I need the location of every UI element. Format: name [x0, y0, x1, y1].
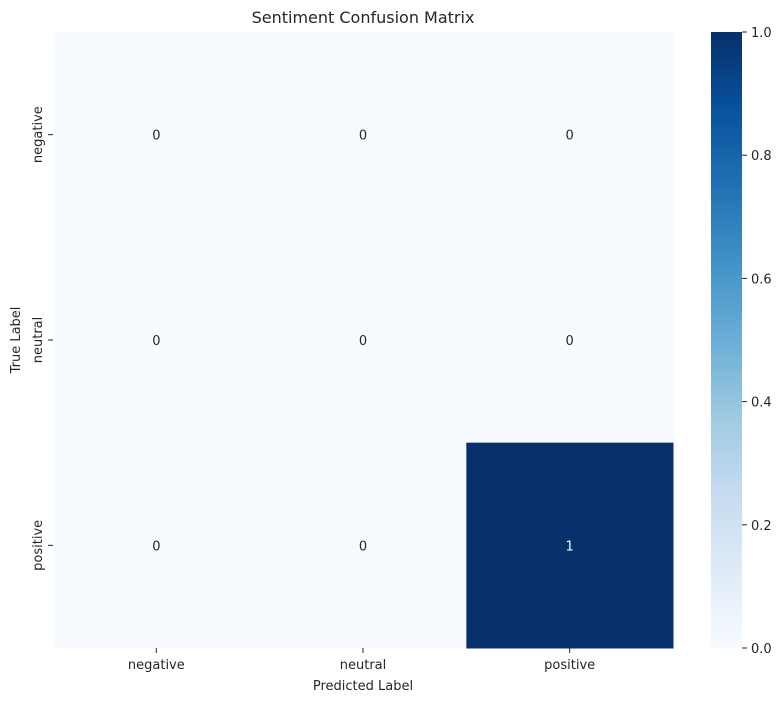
- cell-value-label: 0: [359, 334, 367, 349]
- chart-title: Sentiment Confusion Matrix: [252, 8, 475, 27]
- heatmap-cell-positive-positive: [466, 442, 674, 649]
- cell-value-label: 0: [359, 539, 367, 554]
- cell-value-label: 0: [566, 334, 574, 349]
- heatmap-cell-negative-positive: [466, 32, 674, 238]
- heatmap-cells: [53, 32, 674, 649]
- heatmap-cell-positive-negative: [53, 442, 261, 649]
- y-tick-label-negative: negative: [31, 106, 46, 163]
- cell-value-label: 0: [152, 539, 160, 554]
- colorbar: [711, 32, 742, 648]
- heatmap-cell-positive-neutral: [259, 442, 467, 649]
- colorbar-tick-label: 1.0: [751, 26, 772, 41]
- x-axis-ticks: negative neutral positive: [128, 648, 595, 673]
- heatmap-cell-neutral-negative: [53, 237, 261, 444]
- colorbar-tick-label: 0.0: [751, 642, 772, 657]
- y-tick-label-neutral: neutral: [31, 317, 46, 364]
- colorbar-tick-label: 0.8: [751, 149, 772, 164]
- x-axis-label: Predicted Label: [313, 679, 413, 694]
- colorbar-tick-label: 0.2: [751, 519, 772, 534]
- heatmap-cell-neutral-neutral: [259, 237, 467, 444]
- y-tick-label-positive: positive: [31, 520, 46, 571]
- cell-value-label: 0: [152, 129, 160, 144]
- y-axis-label: True Label: [9, 307, 24, 375]
- x-tick-label-negative: negative: [128, 658, 185, 673]
- colorbar-tick-label: 0.6: [751, 272, 772, 287]
- heatmap-cell-neutral-positive: [466, 237, 674, 444]
- cell-value-label: 0: [566, 129, 574, 144]
- x-tick-label-neutral: neutral: [340, 658, 387, 673]
- x-tick-label-positive: positive: [544, 658, 595, 673]
- y-axis-ticks: negative neutral positive: [31, 106, 53, 571]
- cell-value-label: 1: [566, 539, 574, 554]
- colorbar-ticks: 0.0 0.2 0.4 0.6 0.8 1.0: [742, 26, 772, 657]
- heatmap-cell-negative-neutral: [259, 32, 467, 238]
- heatmap-cell-negative-negative: [53, 32, 261, 238]
- cell-labels: 0 0 0 0 0 0 0 0 1: [152, 129, 574, 555]
- colorbar-tick-label: 0.4: [751, 396, 772, 411]
- cell-value-label: 0: [152, 334, 160, 349]
- cell-value-label: 0: [359, 129, 367, 144]
